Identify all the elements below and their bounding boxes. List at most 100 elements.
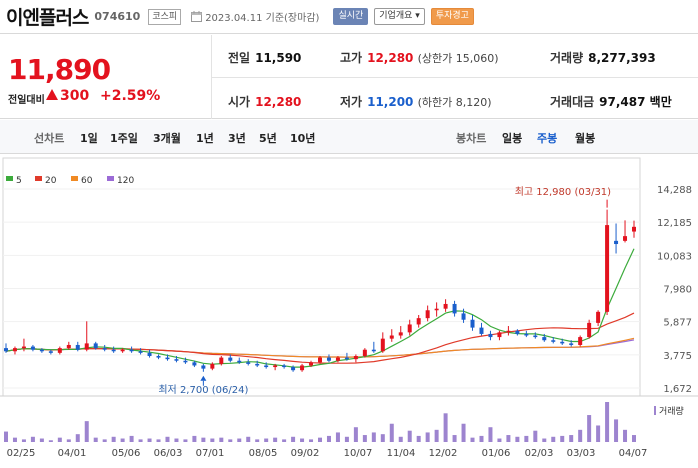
- candle: [488, 333, 493, 338]
- candle: [4, 348, 8, 352]
- ma5-line: [5, 248, 635, 368]
- stock-chart[interactable]: 5 20 60 120 14,288 12,185 10,083 7,980 5,877 3,77…: [0, 154, 698, 468]
- volume-bar: [488, 427, 493, 442]
- y-tick-label: 14,288: [657, 185, 692, 196]
- legend-swatch: [6, 176, 13, 181]
- x-tick-label: 04/01: [58, 448, 87, 459]
- y-tick-label: 1,672: [663, 384, 692, 395]
- candle-weekly[interactable]: 주봉: [537, 132, 558, 145]
- candle: [371, 349, 376, 352]
- volume-bar: [452, 435, 457, 442]
- company-overview-button[interactable]: 기업개요 ▾: [374, 8, 425, 25]
- volume-bar: [362, 435, 367, 442]
- volume-bar: [524, 435, 529, 442]
- volume-bar: [21, 439, 26, 442]
- volume-bar: [497, 438, 502, 442]
- volume-bar: [201, 437, 206, 442]
- candle: [210, 363, 215, 369]
- volume-bar: [111, 436, 116, 442]
- candle: [605, 225, 610, 312]
- period-3m[interactable]: 3개월: [153, 132, 181, 145]
- candle: [551, 340, 556, 342]
- volume-bar: [578, 429, 583, 442]
- line-chart-label: 선차트: [34, 132, 65, 145]
- candle: [66, 344, 71, 349]
- candle: [506, 330, 511, 333]
- candle: [623, 236, 628, 241]
- chevron-down-icon: ▾: [415, 11, 420, 21]
- candle: [174, 359, 179, 361]
- period-10y[interactable]: 10년: [290, 132, 316, 145]
- candle-monthly[interactable]: 월봉: [575, 132, 596, 145]
- candle: [300, 365, 305, 371]
- divider: [211, 77, 698, 78]
- candle: [129, 349, 134, 352]
- period-5y[interactable]: 5년: [259, 132, 277, 145]
- volume-bar: [587, 415, 592, 442]
- high-price: 고가 12,280 (상한가 15,060): [340, 51, 499, 65]
- volume-bar: [371, 432, 376, 442]
- calendar-icon: [191, 11, 203, 22]
- volume-bar: [389, 423, 394, 442]
- volume-bar: [380, 434, 385, 442]
- candle-daily[interactable]: 일봉: [502, 132, 523, 145]
- x-tick-label: 02/25: [7, 448, 36, 459]
- price-summary: 11,890 전일대비 300 +2.59% 전일 11,590 고가 12,280…: [0, 35, 698, 119]
- volume-bar: [66, 439, 71, 442]
- candle: [515, 330, 520, 334]
- candle-chart-label: 봉차트: [456, 132, 487, 145]
- period-3y[interactable]: 3년: [228, 132, 246, 145]
- period-1w[interactable]: 1주일: [110, 132, 138, 145]
- volume-bar: [75, 434, 80, 442]
- legend-swatch: [71, 176, 78, 181]
- change-percent: +2.59%: [100, 88, 161, 104]
- volume-bar: [39, 438, 44, 442]
- candle: [291, 367, 296, 371]
- candle: [84, 343, 89, 350]
- volume-bar: [344, 436, 349, 442]
- candle: [452, 303, 457, 314]
- x-tick-label: 09/02: [291, 448, 320, 459]
- candle: [362, 349, 367, 357]
- volume-bar: [183, 439, 188, 442]
- candle: [335, 357, 340, 361]
- candle: [560, 341, 565, 344]
- x-tick-label: 06/03: [154, 448, 183, 459]
- trading-amount: 거래대금 97,487 백만: [550, 95, 672, 109]
- volume-bar: [407, 430, 412, 442]
- period-1y[interactable]: 1년: [196, 132, 214, 145]
- candle: [111, 349, 116, 352]
- realtime-button[interactable]: 실시간: [333, 8, 369, 25]
- investment-warning-badge[interactable]: 투자경고: [430, 8, 474, 25]
- volume: 거래량 8,277,393: [550, 51, 656, 65]
- x-tick-label: 12/02: [429, 448, 458, 459]
- y-tick-label: 5,877: [663, 318, 692, 329]
- reference-date: 2023.04.11 기준(장마감): [205, 13, 320, 24]
- period-1d[interactable]: 1일: [80, 132, 98, 145]
- candle: [353, 356, 358, 360]
- legend-label: 5: [16, 176, 22, 186]
- volume-bar: [30, 436, 35, 442]
- volume-bar: [614, 419, 619, 442]
- candle: [389, 335, 394, 339]
- low-price: 저가 11,200 (하한가 8,120): [340, 95, 492, 109]
- volume-bar: [264, 438, 269, 442]
- candle: [102, 348, 107, 350]
- low-marker: [200, 375, 207, 381]
- candle: [542, 337, 547, 341]
- high-annotation: 최고 12,980 (03/31): [515, 186, 611, 198]
- candle: [147, 352, 152, 357]
- candle: [398, 332, 403, 336]
- volume-bar: [120, 438, 125, 442]
- volume-bar: [560, 435, 565, 442]
- volume-bar: [425, 432, 430, 442]
- volume-bar: [57, 437, 62, 442]
- volume-bar: [318, 437, 322, 442]
- low-annotation: 최저 2,700 (06/24): [158, 384, 248, 396]
- candle: [219, 357, 224, 364]
- volume-bar: [4, 431, 8, 442]
- candle: [632, 226, 636, 232]
- volume-label: 거래량: [659, 405, 684, 417]
- candle: [416, 318, 421, 325]
- candle: [524, 333, 529, 336]
